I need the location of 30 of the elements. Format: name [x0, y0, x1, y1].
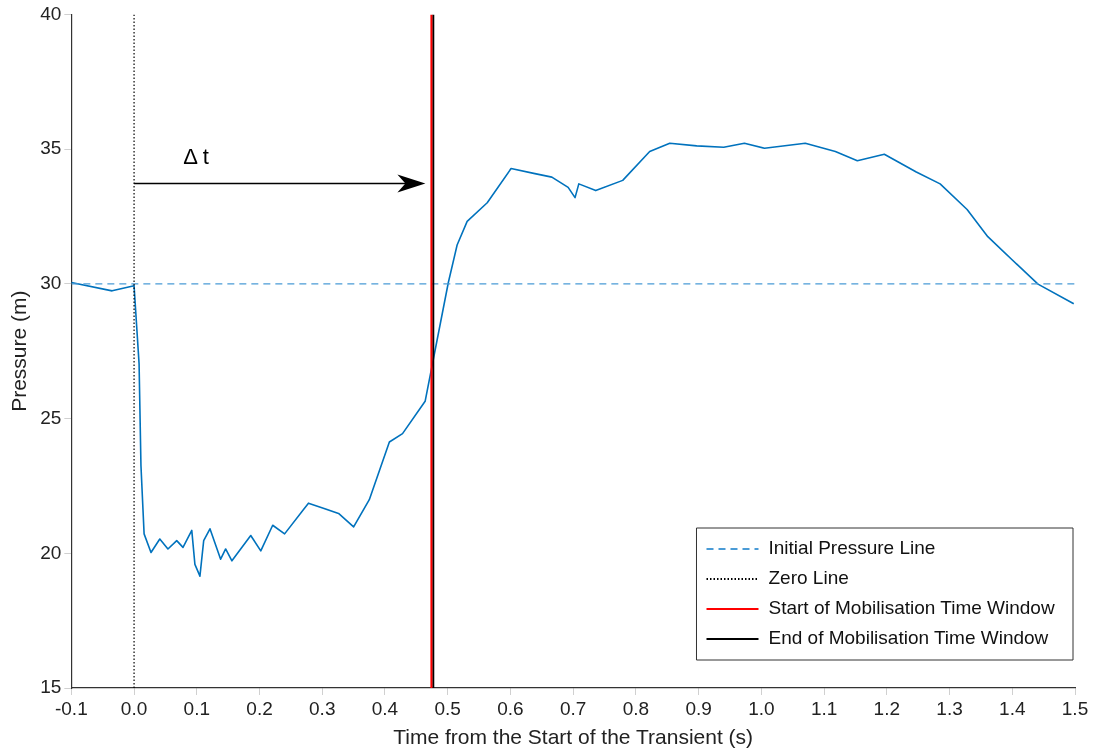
y-tick-label: 30 — [40, 272, 62, 294]
annotation: Δ t — [183, 143, 209, 169]
y-tick-label: 20 — [40, 541, 62, 563]
y-tick-label: 35 — [40, 137, 62, 159]
x-tick-label: 0.5 — [434, 697, 461, 719]
x-tick-label: 0.4 — [371, 697, 399, 719]
legend-label: End of Mobilisation Time Window — [768, 627, 1049, 649]
x-tick-label: 0.1 — [183, 697, 210, 719]
legend-label: Initial Pressure Line — [768, 537, 936, 559]
y-tick-label: 15 — [40, 676, 62, 698]
x-tick-label: 0.7 — [559, 697, 587, 719]
y-axis-title: Pressure (m) — [7, 290, 31, 412]
x-tick-label: 1.3 — [936, 697, 963, 719]
x-tick-label: 0.0 — [120, 697, 148, 719]
x-tick-label: 1.0 — [748, 697, 775, 719]
legend-label: Start of Mobilisation Time Window — [768, 597, 1055, 619]
x-tick-label: 0.8 — [622, 697, 650, 719]
x-axis-title: Time from the Start of the Transient (s) — [393, 725, 754, 749]
x-tick-label: 0.6 — [497, 697, 524, 719]
y-tick-label: 25 — [40, 406, 62, 428]
x-tick-label: 1.5 — [1061, 697, 1089, 719]
x-tick-label: 0.9 — [685, 697, 712, 719]
x-tick-label: 1.1 — [810, 697, 838, 719]
x-tick-label: -0.1 — [54, 697, 88, 719]
x-tick-label: 1.2 — [873, 697, 901, 719]
legend-label: Zero Line — [768, 567, 849, 589]
x-tick-label: 0.3 — [309, 697, 336, 719]
x-tick-label: 1.4 — [999, 697, 1026, 719]
y-tick-label: 40 — [40, 2, 62, 24]
x-tick-label: 0.2 — [246, 697, 273, 719]
